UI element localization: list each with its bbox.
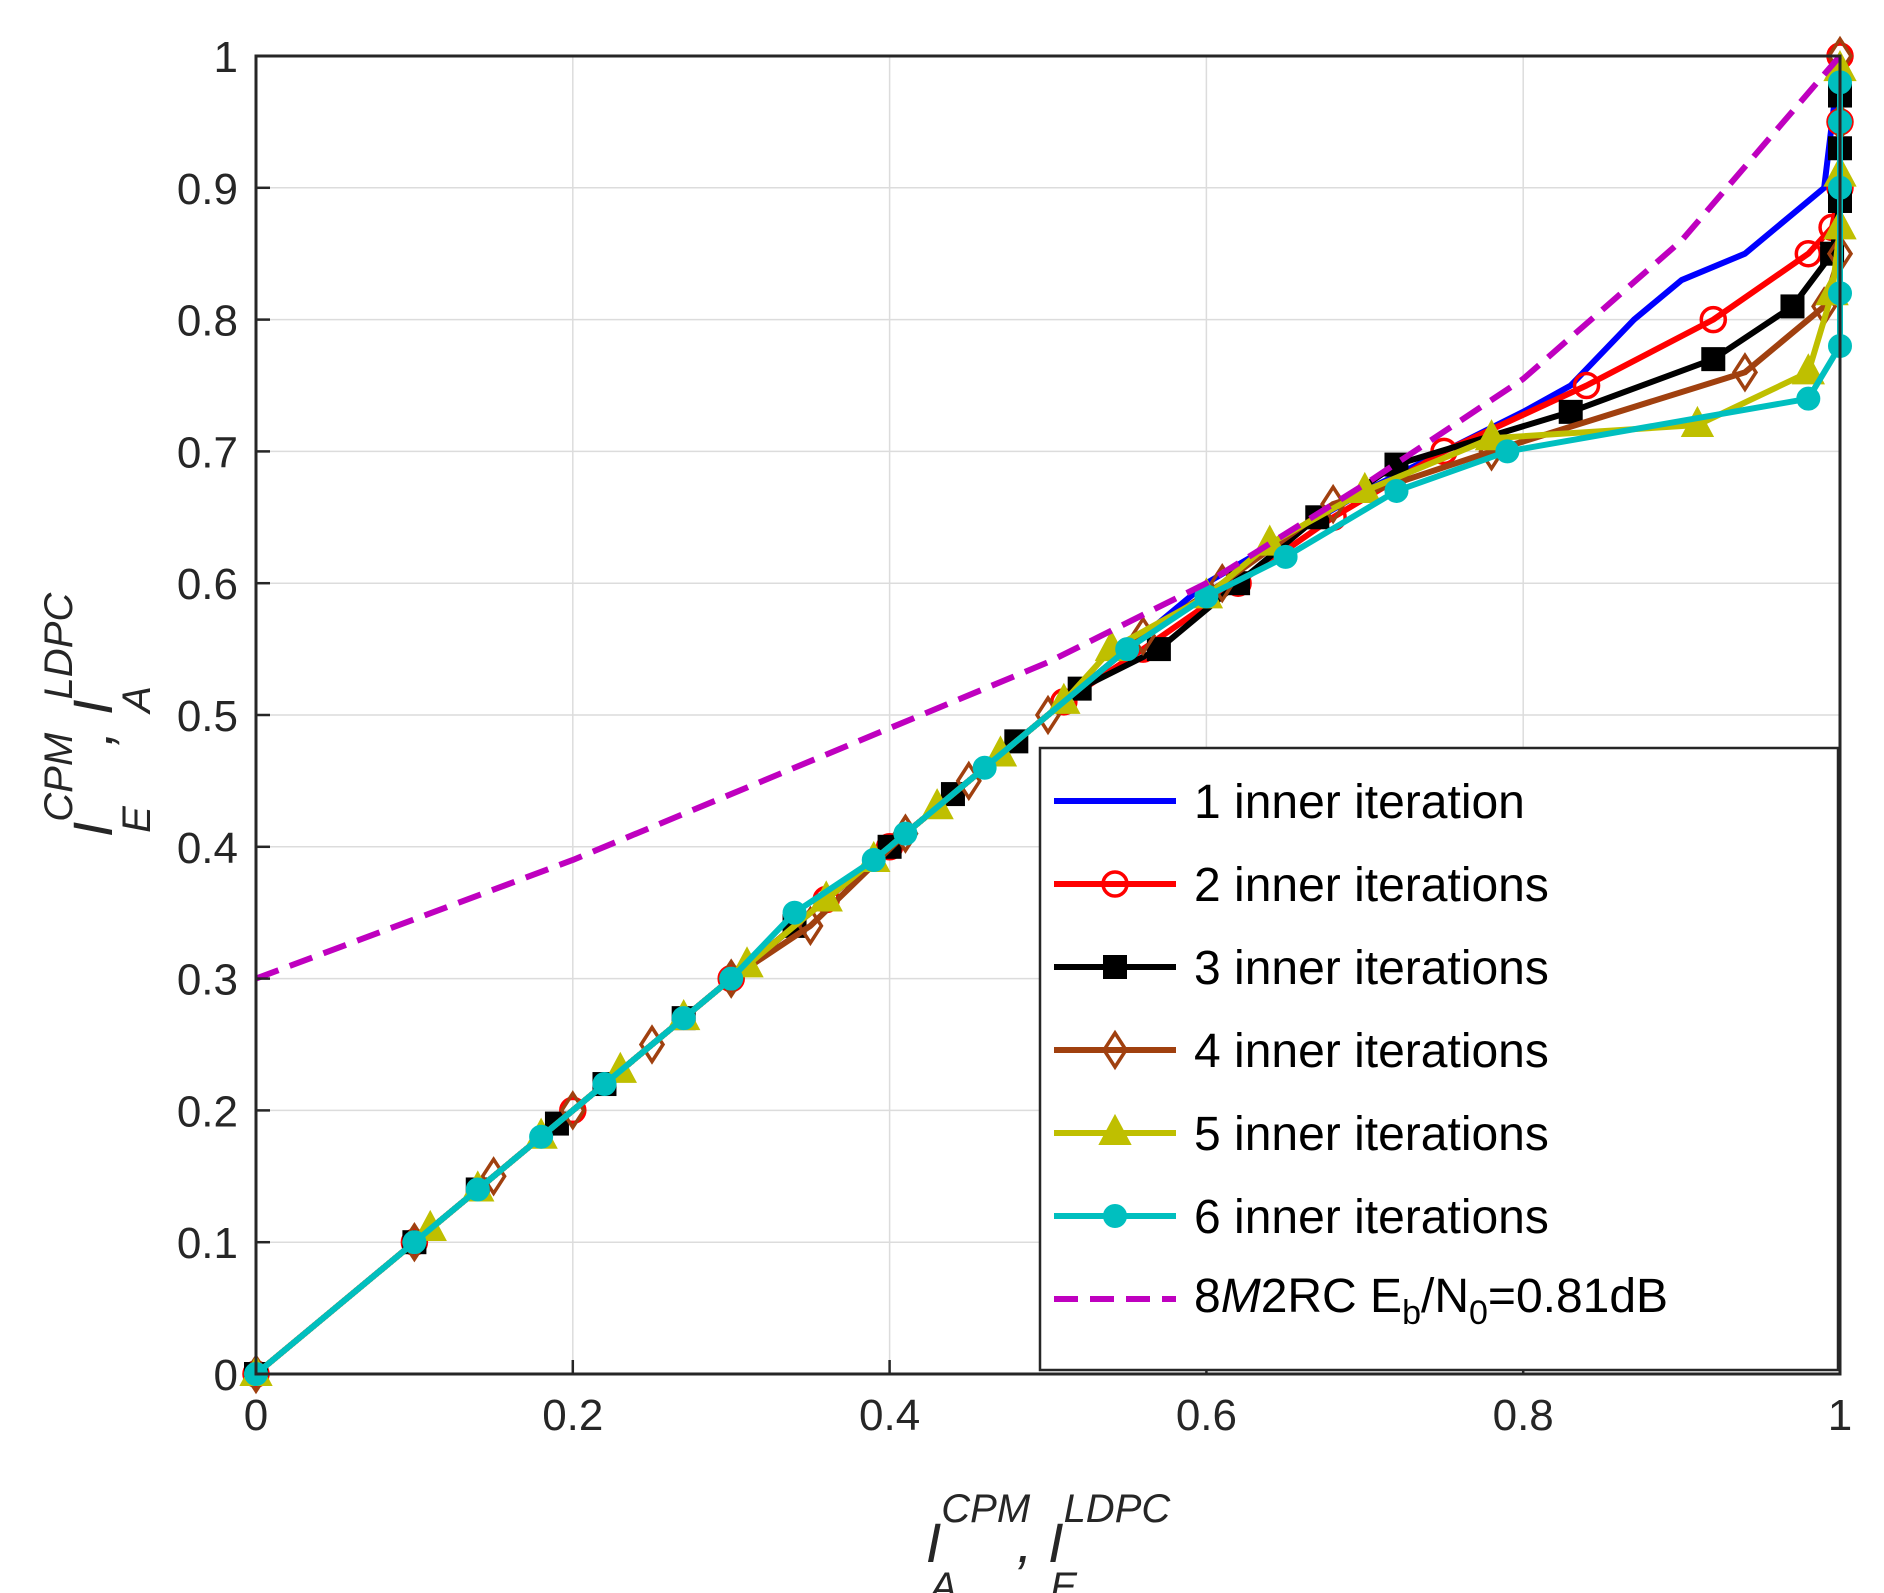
series-6-point-5	[671, 1006, 696, 1031]
y-tick-label-5: 0.5	[177, 692, 238, 741]
series-6-point-6	[719, 966, 744, 991]
series-3-point-15	[1558, 399, 1583, 424]
y-tick-label-4: 0.4	[177, 824, 238, 873]
legend-swatch-marker-2	[1101, 870, 1129, 898]
legend-swatch-marker-3	[1103, 955, 1127, 979]
series-6-point-13	[1273, 544, 1298, 569]
series-6-point-8	[861, 847, 886, 872]
x-axis-label: ICPM A, ILDPC E	[926, 1487, 1172, 1593]
series-6-point-3	[529, 1124, 554, 1149]
legend-swatch-marker-5	[1098, 1113, 1132, 1145]
legend-items: 1 inner iteration 2 inner iterations 3 inn…	[1054, 776, 1549, 1302]
series-6-point-1	[402, 1230, 427, 1255]
series-3-point-11	[1146, 637, 1171, 662]
series-6-point-9	[893, 821, 918, 846]
series-6-point-16	[1796, 386, 1821, 411]
y-label-sup-1: CPM	[37, 732, 81, 822]
y-tick-label-6: 0.6	[177, 560, 238, 609]
series-3-point-16	[1701, 347, 1726, 372]
series-2-point-11	[1572, 371, 1601, 400]
legend: 1 inner iteration 2 inner iterations 3 inn…	[1038, 746, 1840, 1372]
y-label-sub-1: E	[115, 805, 159, 833]
series-6-point-11	[1115, 637, 1140, 662]
legend-label-5: 5 inner iterations	[1194, 1108, 1549, 1161]
series-6-point-7	[782, 900, 807, 925]
y-label-sub-2: A	[115, 686, 159, 715]
series-6-point-10	[972, 755, 997, 780]
series-7	[254, 54, 1843, 982]
y-label-base-1: I	[61, 822, 124, 838]
series-5-point-16	[1474, 419, 1509, 451]
x-tick-label-4: 0.8	[1493, 1391, 1554, 1440]
x-label-sep: ,	[1017, 1511, 1048, 1574]
series-layer	[239, 35, 1857, 1395]
series-6-point-14	[1384, 478, 1409, 503]
x-tick-label-5: 1	[1828, 1391, 1852, 1440]
y-axis-label: ICPM E, ILDPC A	[37, 592, 159, 838]
legend-label-2: 2 inner iterations	[1194, 859, 1549, 912]
legend-swatch-marker-6	[1103, 1204, 1127, 1228]
series-5-point-18	[1791, 353, 1825, 385]
x-label-base-2: I	[1048, 1511, 1064, 1574]
legend-label-1: 1 inner iteration	[1194, 776, 1525, 829]
series-6-point-2	[465, 1177, 490, 1202]
series-6-point-15	[1495, 439, 1520, 464]
y-tick-label-10: 1	[214, 33, 238, 82]
legend-label-3: 3 inner iterations	[1194, 942, 1549, 995]
ticks: 0 0.2 0.4 0.6 0.8 1 0 0.1 0.2 0.3 0.4 0.5 0.6 0.7 0.8 0…	[177, 33, 1852, 1440]
legend-label-4: 4 inner iterations	[1194, 1025, 1549, 1078]
y-tick-label-1: 0.1	[177, 1219, 238, 1268]
x-label-sub-1: A	[928, 1565, 957, 1593]
series-4-point-14	[1731, 352, 1759, 393]
y-tick-label-3: 0.3	[177, 956, 238, 1005]
series-7-line	[254, 54, 1843, 982]
legend-label-6: 6 inner iterations	[1194, 1191, 1549, 1244]
x-label-sup-1: CPM	[941, 1487, 1031, 1531]
legend-box	[1038, 746, 1840, 1372]
y-label-sup-2: LDPC	[37, 592, 81, 700]
y-label-sep: ,	[61, 715, 124, 746]
x-label-sub-2: E	[1050, 1565, 1078, 1593]
y-tick-label-9: 0.9	[177, 165, 238, 214]
x-tick-label-0: 0	[244, 1391, 268, 1440]
series-6-point-4	[592, 1072, 617, 1097]
y-tick-label-7: 0.7	[177, 428, 238, 477]
series-2-point-12	[1699, 305, 1728, 334]
y-tick-label-0: 0	[214, 1351, 238, 1400]
legend-swatch-marker-4	[1101, 1029, 1129, 1071]
legend-label-7: 8M2RC Eb/N0=0.81dB	[1194, 1270, 1668, 1332]
y-tick-label-2: 0.2	[177, 1087, 238, 1136]
x-tick-label-2: 0.4	[859, 1391, 920, 1440]
x-tick-label-3: 0.6	[1176, 1391, 1237, 1440]
y-tick-label-8: 0.8	[177, 297, 238, 346]
series-3-point-17	[1780, 294, 1805, 319]
x-label-sup-2: LDPC	[1064, 1487, 1172, 1531]
x-label-base-1: I	[926, 1511, 942, 1574]
y-label-base-2: I	[61, 699, 124, 715]
x-tick-label-1: 0.2	[542, 1391, 603, 1440]
